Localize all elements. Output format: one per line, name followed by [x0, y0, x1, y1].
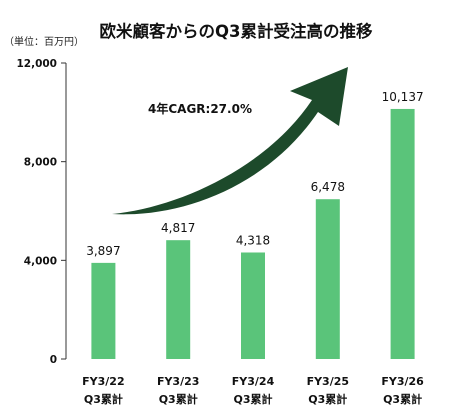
x-tick-label-sub: Q3累計	[84, 392, 123, 406]
x-tick-label: FY3/26	[381, 375, 424, 388]
data-label: 6,478	[311, 180, 345, 194]
unit-label: （単位：百万円）	[4, 35, 84, 48]
x-tick-label: FY3/25	[307, 375, 349, 388]
bar	[390, 108, 415, 359]
bar	[166, 240, 191, 359]
x-tick-label-sub: Q3累計	[233, 392, 272, 406]
bar	[315, 199, 340, 359]
data-label: 3,897	[86, 244, 120, 258]
data-label: 10,137	[382, 90, 424, 104]
y-tick-label: 8,000	[24, 157, 57, 169]
y-axis: 0 4,000 8,000 12,000	[16, 58, 67, 366]
chart-title: 欧米顧客からのQ3累計受注高の推移	[99, 21, 373, 41]
x-tick-label: FY3/22	[82, 375, 124, 388]
data-label: 4,318	[236, 233, 270, 247]
x-tick-label: FY3/23	[157, 375, 199, 388]
y-tick-label: 4,000	[24, 255, 57, 267]
x-axis: FY3/22 Q3累計 FY3/23 Q3累計 FY3/24 Q3累計 FY3/25 Q3累計…	[82, 375, 424, 406]
bar	[91, 262, 116, 359]
growth-arrow-shape	[112, 67, 348, 215]
bar	[241, 252, 265, 359]
cagr-annotation: 4年CAGR:27.0%	[148, 101, 252, 116]
x-tick-label-sub: Q3累計	[308, 392, 347, 406]
bars	[91, 108, 415, 359]
data-labels: 3,897 4,817 4,318 6,478 10,137	[86, 90, 423, 258]
x-tick-label-sub: Q3累計	[159, 392, 198, 406]
y-tick-label: 0	[50, 354, 57, 366]
x-tick-label-sub: Q3累計	[383, 392, 422, 406]
y-tick-label: 12,000	[16, 58, 57, 70]
growth-arrow	[112, 67, 348, 215]
x-tick-label: FY3/24	[232, 375, 275, 388]
data-label: 4,817	[161, 221, 195, 235]
